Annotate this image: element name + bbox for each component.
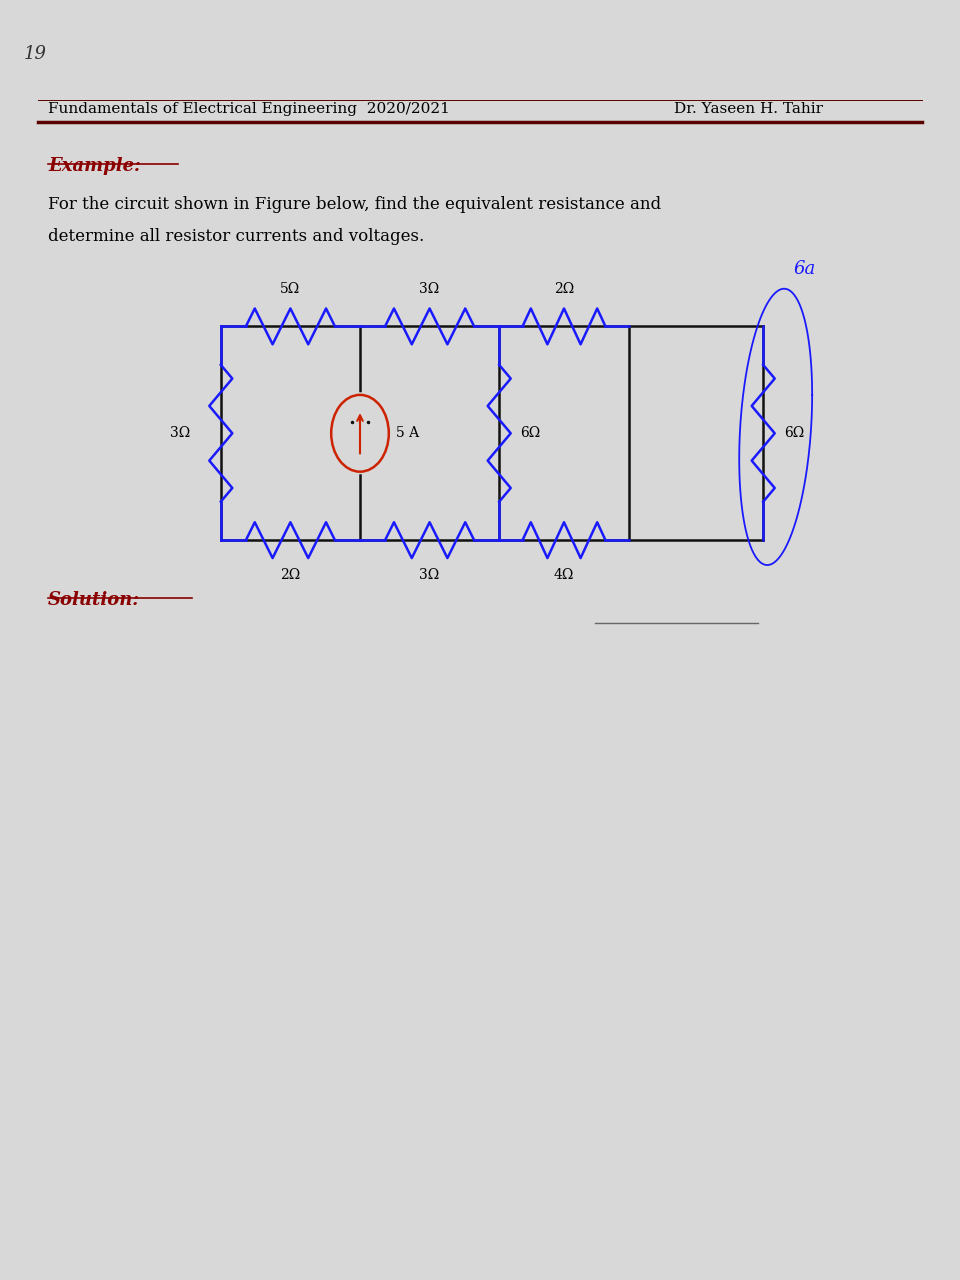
Text: 6a: 6a xyxy=(794,260,816,278)
Text: 6Ω: 6Ω xyxy=(520,426,540,440)
Text: 3Ω: 3Ω xyxy=(420,568,440,582)
Text: Solution:: Solution: xyxy=(48,591,140,609)
Text: 3Ω: 3Ω xyxy=(420,282,440,296)
Text: 5Ω: 5Ω xyxy=(280,282,300,296)
Text: 6Ω: 6Ω xyxy=(784,426,804,440)
Text: 4Ω: 4Ω xyxy=(554,568,574,582)
Circle shape xyxy=(330,393,390,474)
Text: 3Ω: 3Ω xyxy=(170,426,190,440)
Text: Dr. Yaseen H. Tahir: Dr. Yaseen H. Tahir xyxy=(674,102,824,115)
Text: 2Ω: 2Ω xyxy=(554,282,574,296)
Text: 19: 19 xyxy=(24,45,47,63)
Text: For the circuit shown in Figure below, find the equivalent resistance and: For the circuit shown in Figure below, f… xyxy=(48,196,661,212)
Text: determine all resistor currents and voltages.: determine all resistor currents and volt… xyxy=(48,228,424,244)
Text: Example:: Example: xyxy=(48,157,141,175)
Text: 5 A: 5 A xyxy=(396,426,420,440)
Text: 2Ω: 2Ω xyxy=(280,568,300,582)
Text: Fundamentals of Electrical Engineering  2020/2021: Fundamentals of Electrical Engineering 2… xyxy=(48,102,450,115)
